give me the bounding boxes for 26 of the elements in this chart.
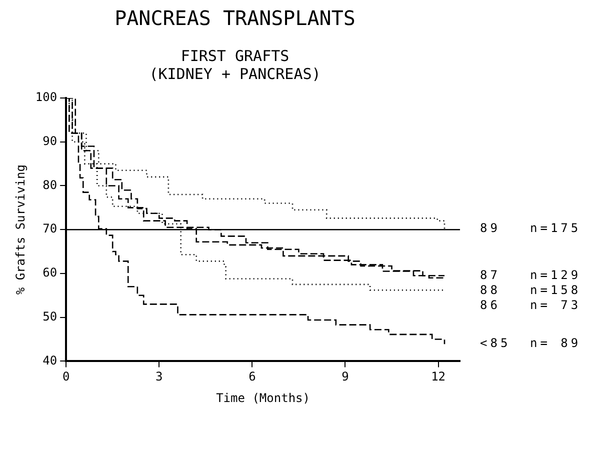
y-tick-label: 60 (42, 266, 58, 280)
y-axis-title: % Grafts Surviving (13, 164, 28, 295)
x-axis-title: Time (Months) (216, 390, 310, 405)
text: n=158 (530, 282, 582, 297)
text: n= 73 (530, 298, 582, 312)
text: 89 (480, 220, 500, 235)
chart-subtitle: FIRST GRAFTS (KIDNEY + PANCREAS) (149, 46, 321, 83)
chart-title: PANCREAS TRANSPLANTS (114, 6, 356, 30)
text: 87 (480, 268, 500, 282)
y-tick-label: 80 (42, 178, 58, 192)
y-tick-label: 50 (42, 309, 58, 324)
text: <85 (480, 336, 511, 350)
text: n=129 (530, 268, 582, 282)
y-tick-label: 40 (42, 353, 58, 368)
x-tick-label: 3 (156, 370, 163, 384)
text: n= 89 (530, 336, 582, 350)
y-tick-label: 70 (42, 222, 58, 236)
text: 86 (480, 298, 500, 312)
text: 88 (480, 282, 500, 297)
text: n=175 (530, 220, 582, 235)
x-tick-label: 9 (342, 370, 349, 384)
x-tick-label: 0 (62, 370, 70, 384)
x-tick-label: 6 (248, 370, 256, 384)
y-tick-label: 90 (42, 134, 58, 148)
x-tick-label: 12 (431, 370, 446, 384)
y-tick-label: 100 (35, 90, 58, 104)
